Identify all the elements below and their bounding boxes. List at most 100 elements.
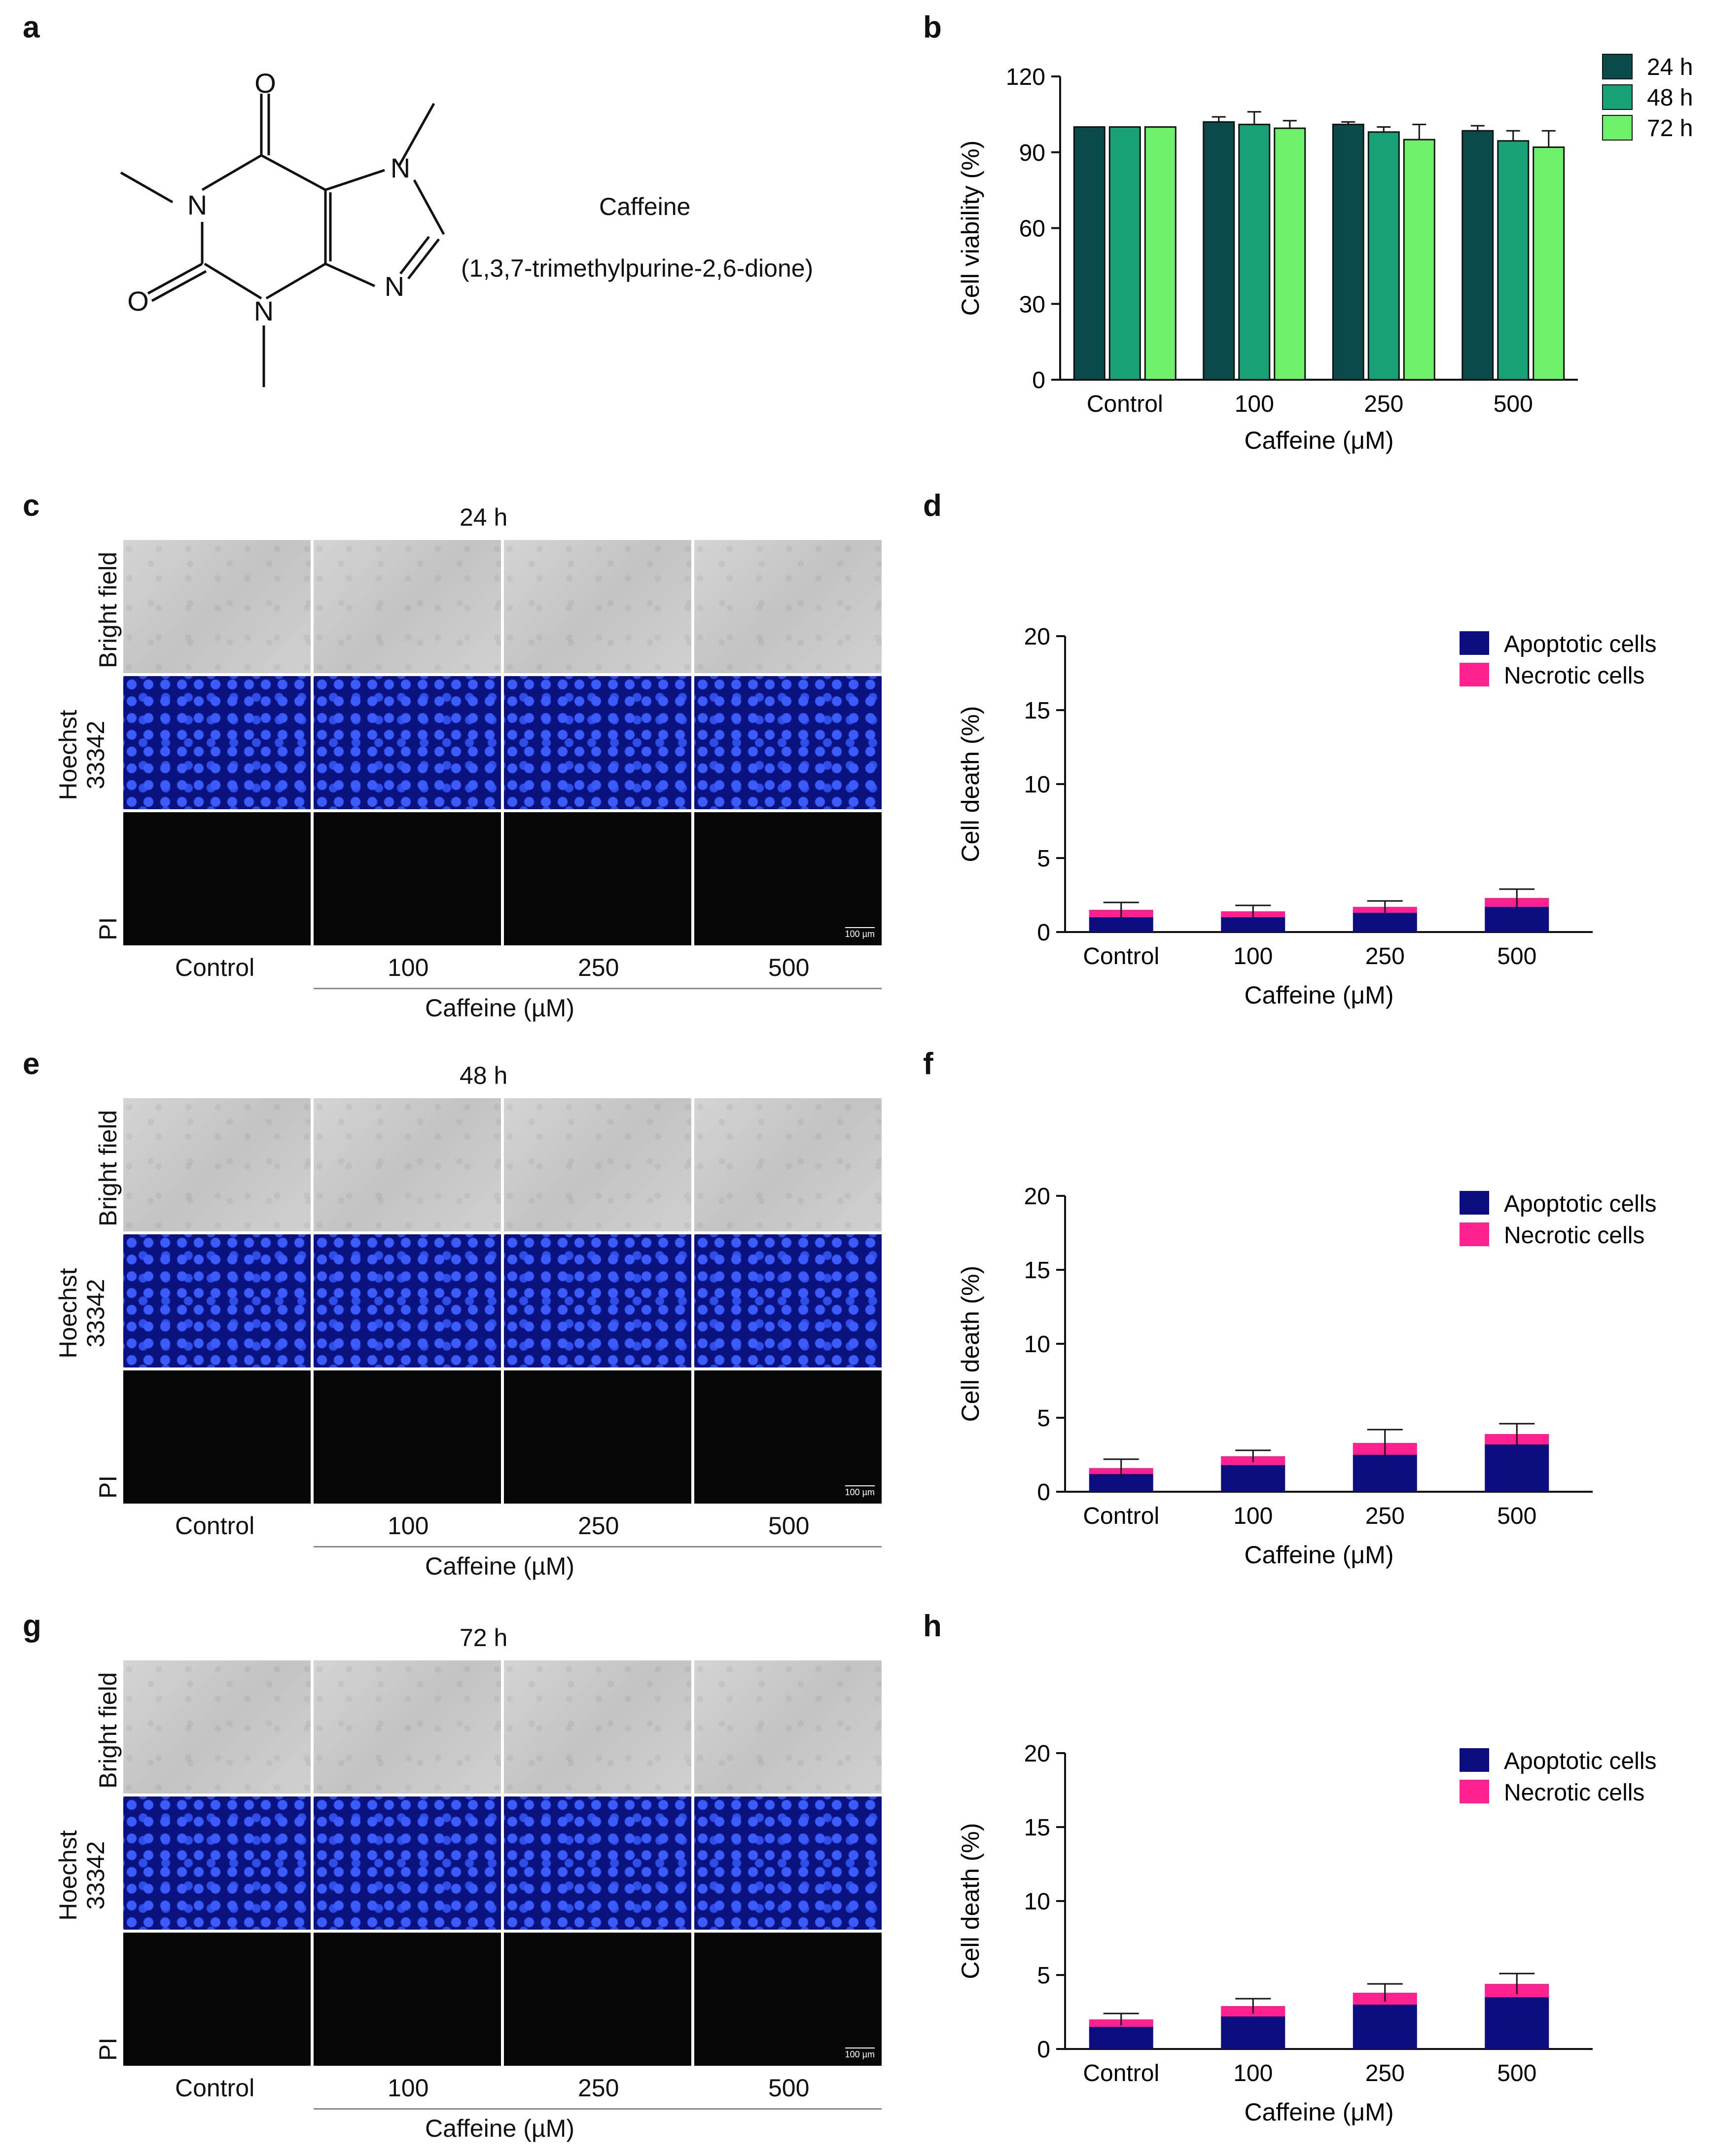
column-label: 250 [578,1512,619,1540]
micrograph-panel-72h: 72 h Bright field Hoechst 33342 100 µm PI Con… [0,1614,897,2156]
y-tick-label: 20 [1024,1741,1050,1767]
panel-label-e: e [23,1047,40,1081]
bar [1108,126,1141,381]
chart-death-72h: 0 5 10 15 20 Control 100 250 500 Caffeine (μM) Cel… [957,1741,1657,2126]
row-label: PI [94,917,122,940]
micrograph-tile-ho [123,1234,311,1367]
y-axis-label: Cell death (%) [957,1823,984,1979]
y-tick-label: 10 [1024,1331,1050,1358]
y-tick-label: 60 [1019,216,1045,242]
y-tick-label: 20 [1024,1184,1050,1210]
atom-o1: O [254,68,276,99]
x-tick-label: 500 [1494,391,1533,417]
row-label: Bright field [94,1110,122,1226]
micrograph-tile-ho [694,676,882,809]
x-tick-label: 500 [1497,2060,1536,2086]
atom-n1: N [187,189,207,220]
x-tick-label: 250 [1364,391,1403,417]
micrograph-tile-bf [694,1098,882,1231]
row-label: Hoechst 33342 [54,1830,109,1921]
column-label: 250 [578,954,619,981]
micrograph-tile-ho [314,1797,501,1930]
micrograph-tile-bf [314,1098,501,1231]
x-tick-label: 100 [1235,391,1274,417]
column-label: 100 [388,2074,429,2102]
atom-n9: N [385,271,404,302]
caffeine-structure: O O N N N N [120,68,445,387]
micrograph-tile-bf [314,1660,501,1794]
x-axis-label: Caffeine (μM) [1245,981,1394,1009]
legend-swatch [1602,115,1633,141]
stacked-bar-segment [1485,1997,1549,2049]
legend-label: Necrotic cells [1504,663,1644,689]
time-label: 48 h [460,1062,508,1089]
panel-label-b: b [923,10,942,44]
panel-label-h: h [923,1609,942,1643]
legend-label: Apoptotic cells [1504,1191,1657,1217]
legend-label: Apoptotic cells [1504,1748,1657,1774]
micrograph-tile-bf [504,1098,691,1231]
micrograph-tile-ho [314,676,501,809]
stacked-bar-segment [1353,1455,1417,1492]
x-tick-label: 250 [1365,943,1405,970]
micrograph-tile-ho [694,1234,882,1367]
micrograph-panel-48h: 48 h Bright field Hoechst 33342 100 µm PI Con… [0,1051,897,1594]
column-label: 100 [388,954,429,981]
y-tick-label: 30 [1019,291,1045,318]
x-tick-label: 500 [1497,943,1536,970]
micrograph-tile-bf [504,540,691,673]
legend-swatch [1460,1780,1489,1803]
legend-label: Apoptotic cells [1504,631,1657,657]
molecule-iupac: (1,3,7-trimethylpurine-2,6-dione) [461,254,814,282]
y-axis-label: Cell death (%) [957,1266,984,1422]
row-label: PI [94,1475,122,1499]
legend-swatch [1602,84,1633,110]
x-axis-label: Caffeine (μM) [1245,2098,1394,2126]
y-tick-label: 0 [1037,2037,1050,2063]
row-label: Bright field [94,1672,122,1789]
micrograph-tile-pi [504,1370,691,1504]
column-label: 500 [768,1512,810,1540]
y-tick-label: 90 [1019,140,1045,166]
scale-bar: 100 µm [845,2048,875,2060]
atom-n3: N [254,295,274,326]
chart-viability: 0 30 60 90 120 Control 100 250 500 Caffeine (μM) C… [957,54,1693,454]
column-label: Control [175,2074,255,2102]
y-axis-label: Cell death (%) [957,706,984,862]
treatment-axis-label: Caffeine (µM) [425,994,574,1022]
treatment-axis-label: Caffeine (µM) [425,2115,574,2142]
x-tick-label: 500 [1497,1503,1536,1529]
y-tick-label: 10 [1024,1889,1050,1915]
micrograph-tile-pi [314,812,501,945]
y-tick-label: 0 [1032,367,1045,394]
micrograph-tile-bf [123,540,311,673]
micrograph-tile-ho [314,1234,501,1367]
legend-swatch [1602,54,1633,79]
x-tick-label: 250 [1365,1503,1405,1529]
column-label: 250 [578,2074,619,2102]
stacked-bar-segment [1089,2027,1153,2049]
y-tick-label: 5 [1037,1405,1050,1432]
legend-swatch [1460,1222,1489,1246]
panel-label-d: d [923,489,942,523]
y-tick-label: 120 [1006,64,1045,90]
column-label: 500 [768,954,810,981]
bar [1238,123,1271,381]
micrograph-tile-pi: 100 µm [694,1370,882,1504]
micrograph-panel-24h: 24 h Bright field Hoechst 33342 100 µm PI Con… [0,493,897,1036]
panel-label-g: g [23,1609,41,1643]
micrograph-tile-ho [123,676,311,809]
micrograph-tile-bf [314,540,501,673]
stacked-bar-segment [1485,907,1549,932]
chart-death-24h: 0 5 10 15 20 Control 100 250 500 Caffeine (μM) Cel… [957,624,1657,1009]
stacked-bar-segment [1353,2005,1417,2049]
column-label: 100 [388,1512,429,1540]
y-tick-label: 5 [1037,846,1050,872]
panel-label-c: c [23,489,40,523]
treatment-axis-label: Caffeine (µM) [425,1552,574,1580]
time-label: 24 h [460,503,508,531]
bar [1332,123,1364,381]
x-axis-label: Caffeine (μM) [1245,1541,1394,1569]
x-tick-label: 100 [1233,2060,1273,2086]
legend-label: 72 h [1647,115,1693,142]
